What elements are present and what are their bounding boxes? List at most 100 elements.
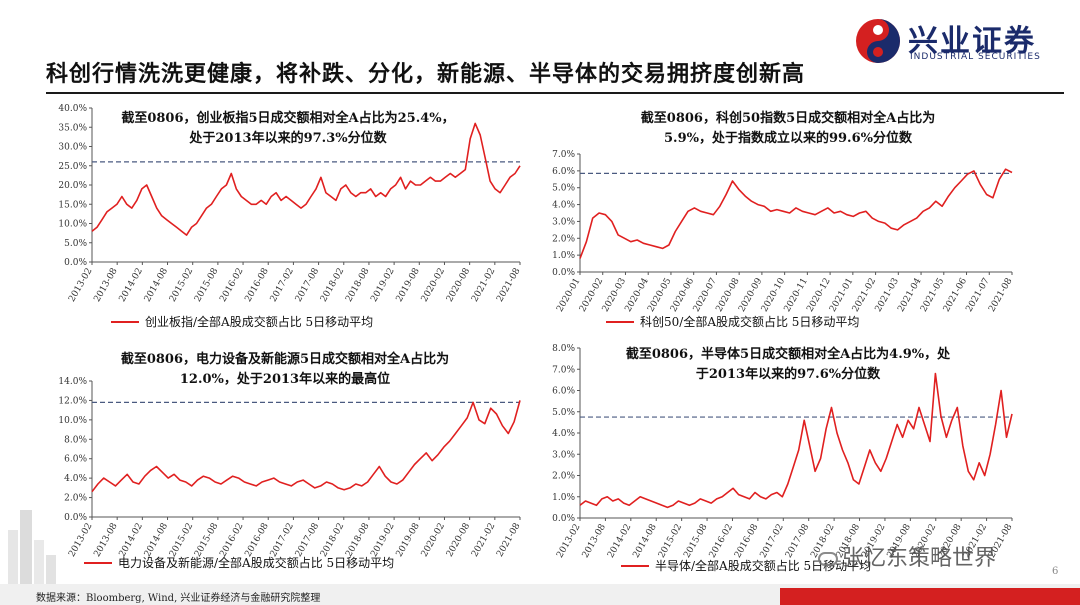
y-tick-label: 20.0%	[58, 181, 87, 191]
title-divider	[46, 92, 1064, 94]
x-tick-label: 2020-08	[445, 266, 472, 304]
logo-emblem-icon	[856, 19, 900, 63]
y-tick-label: 0.0%	[552, 268, 575, 278]
chart-new-energy: 0.0% 2.0% 4.0% 6.0% 8.0% 10.0% 12.0% 14.0% 2013-…	[58, 351, 522, 570]
y-tick-label: 3.0%	[552, 217, 575, 227]
x-tick-label: 2017-02	[269, 267, 296, 304]
y-tick-label: 4.0%	[64, 474, 87, 484]
x-tick-label: 2021-08	[495, 521, 522, 559]
x-tick-label: 2013-08	[92, 521, 119, 559]
series-line	[579, 372, 1013, 509]
y-tick-label: 2.0%	[64, 494, 87, 504]
y-tick-label: 6.0%	[64, 455, 87, 465]
y-tick-label: 1.0%	[552, 251, 575, 261]
y-tick-label: 8.0%	[64, 435, 87, 445]
x-tick-label: 2017-08	[294, 521, 321, 559]
annotation-text: 5.9%，处于指数成立以来的99.6%分位数	[664, 130, 913, 146]
x-tick-label: 2013-02	[67, 267, 94, 304]
y-tick-label: 0.0%	[64, 513, 87, 523]
y-tick-label: 6.0%	[552, 387, 575, 397]
x-tick-label: 2016-08	[243, 521, 270, 559]
x-tick-label: 2016-08	[243, 266, 270, 304]
x-tick-label: 2013-08	[92, 266, 119, 304]
y-tick-label: 30.0%	[58, 143, 87, 153]
x-tick-label: 2019-02	[369, 522, 396, 559]
x-tick-label: 2020-08	[445, 521, 472, 559]
x-tick-label: 2021-02	[470, 267, 497, 304]
x-tick-label: 2015-08	[193, 521, 220, 559]
y-tick-label: 0.0%	[64, 258, 87, 268]
annotation-text: 截至0806，电力设备及新能源5日成交额相对全A占比为	[121, 351, 449, 367]
x-tick-label: 2013-02	[67, 522, 94, 559]
page-number: 6	[1052, 566, 1059, 577]
y-tick-label: 6.0%	[552, 167, 575, 177]
y-tick-label: 5.0%	[552, 184, 575, 194]
x-tick-label: 2016-08	[733, 522, 760, 560]
x-tick-label: 2019-08	[395, 521, 422, 559]
data-source: 数据来源：Bloomberg, Wind, 兴业证券经济与金融研究院整理	[36, 593, 321, 604]
y-tick-label: 4.0%	[552, 201, 575, 211]
x-tick-label: 2020-02	[420, 522, 447, 559]
y-tick-label: 25.0%	[58, 162, 87, 172]
logo-name: 兴业证券	[908, 24, 1036, 59]
x-tick-label: 2014-08	[143, 521, 170, 559]
x-tick-label: 2017-08	[294, 266, 321, 304]
logo-english: INDUSTRIAL SECURITIES	[910, 52, 1041, 62]
y-tick-label: 5.0%	[552, 408, 575, 418]
x-tick-label: 2021-08	[495, 266, 522, 304]
x-tick-label: 2015-08	[682, 522, 709, 560]
city-skyline-decoration	[0, 500, 60, 584]
y-tick-label: 1.0%	[552, 493, 575, 503]
watermark: 张忆东策略世界	[818, 540, 996, 572]
x-tick-label: 2015-02	[168, 522, 195, 559]
x-tick-label: 2019-02	[369, 267, 396, 304]
y-tick-label: 0.0%	[552, 514, 575, 524]
y-tick-label: 7.0%	[552, 150, 575, 160]
y-tick-label: 4.0%	[552, 429, 575, 439]
x-tick-label: 2014-02	[118, 522, 145, 559]
x-tick-label: 2015-02	[168, 267, 195, 304]
watermark-text: 张忆东策略世界	[842, 546, 997, 571]
x-tick-label: 2019-08	[395, 266, 422, 304]
y-tick-label: 10.0%	[58, 220, 87, 230]
x-tick-label: 2021-02	[470, 522, 497, 559]
y-tick-label: 5.0%	[64, 239, 87, 249]
y-tick-label: 35.0%	[58, 123, 87, 133]
annotation-text: 截至0806，科创50指数5日成交额相对全A占比为	[641, 110, 935, 126]
y-tick-label: 8.0%	[552, 344, 575, 354]
legend-label: 电力设备及新能源/全部A股成交额占比 5日移动平均	[118, 555, 394, 570]
series-line	[91, 400, 521, 493]
skyline-icon	[8, 510, 56, 584]
y-tick-label: 14.0%	[58, 377, 87, 387]
y-tick-label: 3.0%	[552, 450, 575, 460]
legend-label: 科创50/全部A股成交额占比 5日移动平均	[640, 314, 859, 329]
company-logo: 兴业证券 INDUSTRIAL SECURITIES	[852, 16, 1072, 66]
x-tick-label: 2013-02	[555, 523, 582, 560]
footer-accent	[780, 588, 1080, 605]
y-tick-label: 2.0%	[552, 472, 575, 482]
annotation-text: 于2013年以来的97.6%分位数	[696, 366, 881, 382]
x-tick-label: 2016-02	[218, 267, 245, 304]
x-tick-label: 2018-02	[319, 522, 346, 559]
x-tick-label: 2015-08	[193, 266, 220, 304]
x-tick-label: 2018-08	[344, 266, 371, 304]
series-line	[579, 168, 1013, 259]
y-tick-label: 12.0%	[58, 396, 87, 406]
y-tick-label: 15.0%	[58, 200, 87, 210]
y-tick-label: 2.0%	[552, 234, 575, 244]
y-tick-label: 40.0%	[58, 104, 87, 114]
annotation-text: 截至0806，创业板指5日成交额相对全A占比为25.4%，	[121, 110, 454, 126]
x-tick-label: 2017-02	[269, 522, 296, 559]
legend-label: 半导体/全部A股成交额占比 5日移动平均	[655, 558, 871, 573]
x-tick-label: 2016-02	[708, 523, 735, 560]
x-tick-label: 2017-02	[759, 523, 786, 560]
legend-label: 创业板指/全部A股成交额占比 5日移动平均	[145, 314, 373, 329]
x-tick-label: 2015-02	[657, 523, 684, 560]
annotation-text: 12.0%，处于2013年以来的最高位	[180, 371, 390, 387]
annotation-text: 处于2013年以来的97.3%分位数	[188, 130, 387, 146]
x-tick-label: 2014-08	[143, 266, 170, 304]
x-tick-label: 2017-08	[784, 522, 811, 560]
y-tick-label: 7.0%	[552, 365, 575, 375]
chart-semiconductor: 0.0% 1.0% 2.0% 3.0% 4.0% 5.0% 6.0% 7.0% 8.0% 2013…	[552, 344, 1015, 573]
